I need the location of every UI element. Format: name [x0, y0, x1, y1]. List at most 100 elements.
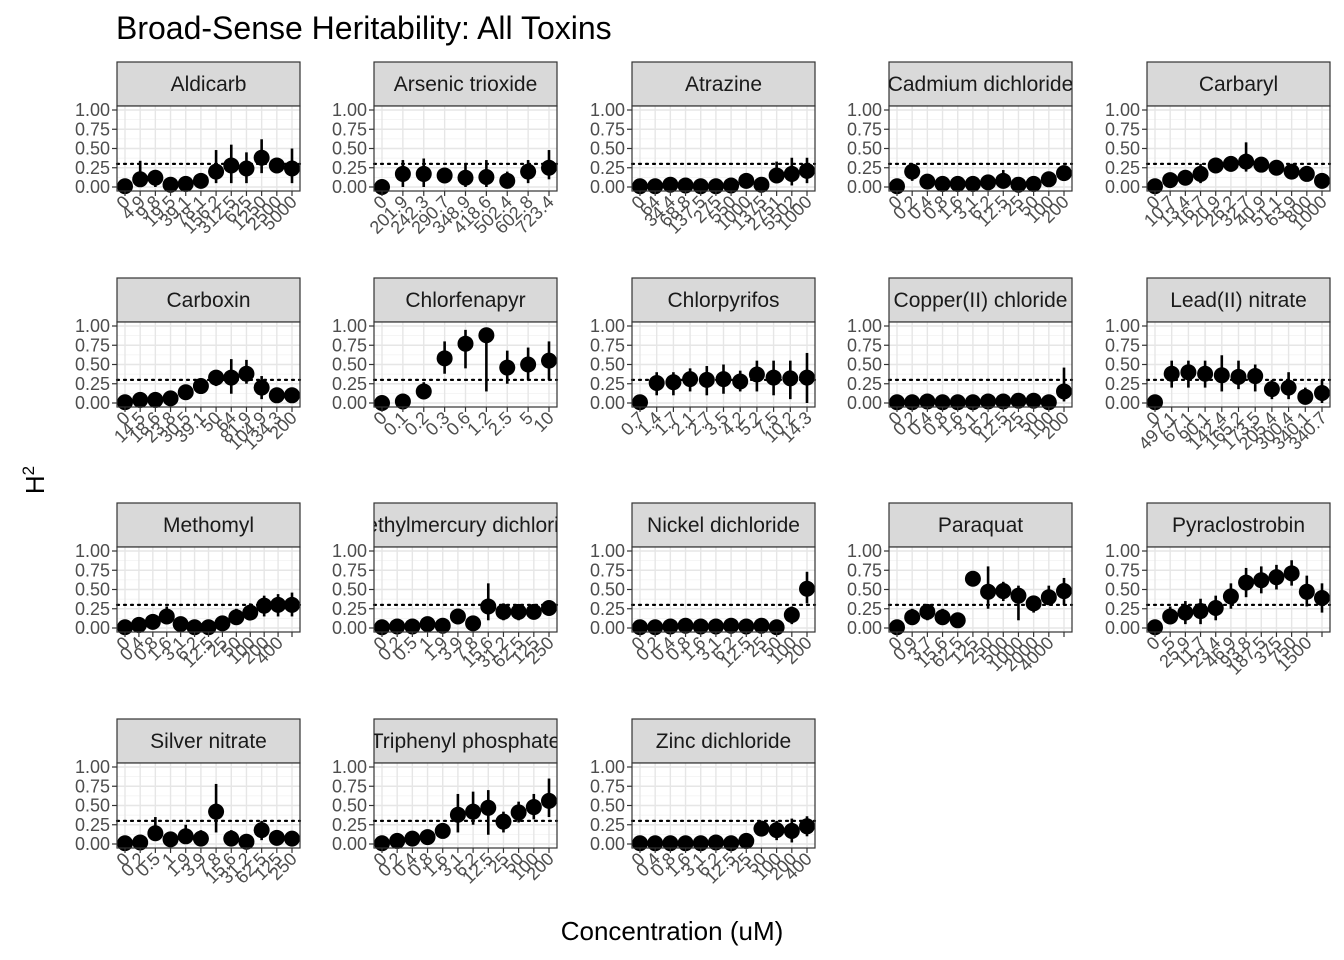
y-tick-label: 0.25: [590, 815, 625, 835]
data-point: [389, 618, 406, 635]
y-tick-label: 1.00: [590, 316, 625, 336]
y-tick-label: 0.25: [332, 599, 367, 619]
y-tick-label: 0.50: [75, 139, 110, 159]
data-point: [415, 165, 432, 182]
facet-strip-label: Paraquat: [938, 514, 1023, 537]
y-tick-label: 0.00: [332, 834, 367, 854]
data-point: [1010, 392, 1027, 409]
data-point: [415, 383, 432, 400]
facet-strip: [373, 61, 558, 107]
data-point: [419, 616, 436, 633]
data-point: [117, 835, 133, 852]
data-point: [677, 835, 694, 852]
chart-title: Broad-Sense Heritability: All Toxins: [116, 10, 612, 46]
data-point: [738, 618, 755, 635]
data-point: [238, 833, 255, 850]
data-point: [662, 835, 679, 852]
y-tick-label: 0.25: [590, 374, 625, 394]
x-axis-title: Concentration (uM): [561, 916, 784, 946]
data-point: [177, 828, 194, 845]
facet-panel-18: Zinc dichloride0.000.250.500.751.0000.40…: [590, 718, 817, 888]
data-point: [208, 803, 225, 820]
y-tick-label: 0.75: [75, 776, 110, 796]
data-point: [964, 570, 981, 587]
data-point: [132, 391, 149, 408]
y-tick-label: 1.00: [332, 757, 367, 777]
y-tick-label: 1.00: [847, 541, 882, 561]
data-point: [268, 387, 285, 404]
y-tick-label: 0.50: [332, 796, 367, 816]
y-tick-label: 1.00: [75, 757, 110, 777]
data-point: [783, 822, 800, 839]
panels-layer: Aldicarb0.000.250.500.751.0004.99.819.53…: [75, 61, 1332, 888]
y-tick-label: 0.75: [332, 776, 367, 796]
y-tick-label: 0.25: [332, 815, 367, 835]
data-point: [480, 598, 497, 615]
data-point: [186, 619, 203, 636]
data-point: [1162, 172, 1179, 189]
facet-panel-16: Silver nitrate0.000.250.500.751.0000.20.…: [75, 718, 302, 888]
data-point: [949, 394, 966, 411]
facet-panel-10: Lead(II) nitrate0.000.250.500.751.000497…: [1105, 277, 1332, 454]
y-tick-label: 1.00: [332, 316, 367, 336]
facet-strip-label: Zinc dichloride: [656, 730, 791, 753]
y-tick-label: 0.75: [590, 119, 625, 139]
facet-strip-label: Methomyl: [163, 514, 254, 537]
data-point: [172, 616, 189, 633]
y-tick-label: 0.25: [590, 599, 625, 619]
data-point: [480, 799, 497, 816]
data-point: [934, 394, 951, 411]
facet-strip: [1146, 277, 1331, 323]
y-tick-label: 0.00: [332, 618, 367, 638]
data-point: [1147, 178, 1163, 195]
data-point: [541, 599, 557, 616]
y-tick-label: 1.00: [590, 757, 625, 777]
data-point: [434, 822, 451, 839]
facet-panel-7: Chlorfenapyr0.000.250.500.751.0000.10.20…: [332, 277, 559, 440]
data-point: [662, 618, 679, 635]
x-tick-label: 2.5: [484, 408, 516, 440]
data-point: [284, 160, 300, 177]
data-point: [662, 176, 679, 193]
data-point: [192, 830, 209, 847]
y-tick-label: 0.25: [847, 158, 882, 178]
data-point: [1230, 368, 1247, 385]
facet-strip: [116, 277, 301, 323]
y-tick-label: 0.50: [590, 139, 625, 159]
data-point: [208, 163, 225, 180]
data-point: [1010, 587, 1027, 604]
facet-strip-label: Chlorpyrifos: [667, 289, 779, 312]
facet-panel-13: Nickel dichloride0.000.250.500.751.0000.…: [590, 502, 817, 672]
data-point: [223, 157, 240, 174]
y-tick-label: 0.00: [847, 393, 882, 413]
data-point: [934, 609, 951, 626]
data-point: [723, 617, 740, 634]
y-tick-label: 1.00: [590, 541, 625, 561]
data-point: [995, 172, 1012, 189]
y-axis-title: H2: [19, 466, 50, 494]
y-tick-label: 1.00: [1105, 100, 1140, 120]
facet-strip-label: Carbaryl: [1199, 73, 1278, 96]
data-point: [499, 359, 516, 376]
facet-strip: [373, 718, 558, 764]
y-tick-label: 0.00: [332, 393, 367, 413]
data-point: [1238, 153, 1255, 170]
data-point: [457, 169, 474, 186]
data-point: [117, 178, 133, 195]
data-point: [242, 604, 259, 621]
y-tick-label: 0.50: [1105, 355, 1140, 375]
data-point: [117, 394, 133, 411]
data-point: [284, 830, 300, 847]
data-point: [162, 831, 179, 848]
data-point: [465, 803, 482, 820]
data-point: [904, 394, 921, 411]
y-tick-label: 0.75: [590, 560, 625, 580]
y-tick-label: 1.00: [847, 316, 882, 336]
y-tick-label: 0.50: [847, 580, 882, 600]
facet-strip: [888, 61, 1073, 107]
y-tick-label: 0.00: [75, 618, 110, 638]
data-point: [394, 393, 411, 410]
y-tick-label: 0.00: [590, 393, 625, 413]
y-tick-label: 1.00: [590, 100, 625, 120]
data-point: [1040, 171, 1057, 188]
